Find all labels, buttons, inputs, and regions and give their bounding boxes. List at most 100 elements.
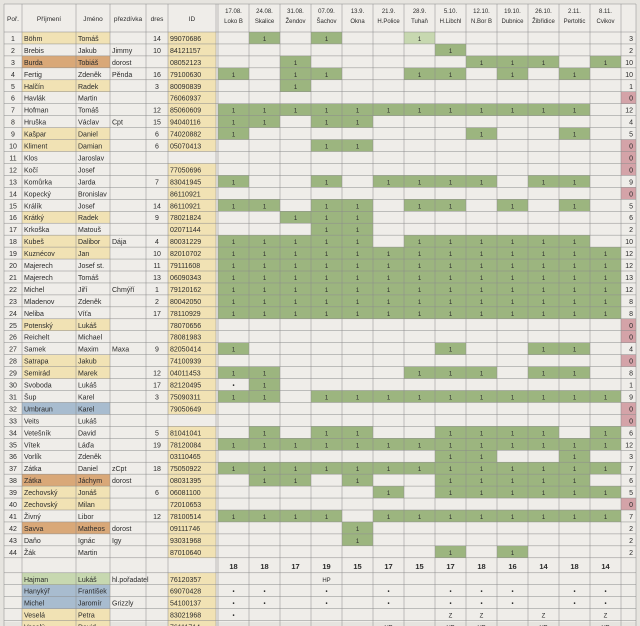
attended-cell <box>497 271 528 283</box>
row-number: 3 <box>11 60 15 67</box>
first-name: Jakub <box>78 48 97 55</box>
first-name: Tobiáš <box>78 60 99 67</box>
player-total: 6 <box>629 430 633 437</box>
player-total: 5 <box>629 490 633 497</box>
attended-cell <box>590 390 621 403</box>
player-total: 0 <box>629 323 633 330</box>
attended-cell <box>249 366 280 379</box>
match-place: Okna <box>350 19 365 25</box>
surname: Krkoška <box>24 227 49 234</box>
id-highlight <box>168 474 216 487</box>
row-number: 19 <box>9 251 17 258</box>
attendance-mark: 1 <box>604 264 608 270</box>
id-highlight <box>168 294 216 307</box>
nickname: dorost <box>112 526 132 533</box>
row-number: 43 <box>9 538 17 545</box>
attendance-mark: 1 <box>387 180 391 186</box>
attendance-mark: 1 <box>387 252 391 258</box>
row-number: 32 <box>9 406 17 413</box>
name-highlight <box>22 521 110 534</box>
match-total: 18 <box>260 562 268 571</box>
attendance-mark: 1 <box>573 372 577 378</box>
player-id: 75050922 <box>170 466 201 473</box>
attended-cell <box>404 294 435 307</box>
attended-cell <box>249 32 280 44</box>
table-row: 44 Žák Martin 87010640 1 1 2 <box>9 545 633 558</box>
jersey-number: 19 <box>153 442 161 449</box>
attendance-mark: 1 <box>449 264 453 270</box>
player-id: 93031968 <box>170 538 201 545</box>
attendance-mark: 1 <box>542 395 546 401</box>
attended-cell <box>559 67 590 80</box>
official-mark: • <box>387 590 389 596</box>
attendance-mark: 1 <box>449 515 453 521</box>
attendance-mark: 1 <box>511 240 515 246</box>
id-highlight <box>168 533 216 546</box>
attended-cell <box>559 342 590 355</box>
attendance-mark: 1 <box>356 395 360 401</box>
zero-total-cell <box>621 498 636 510</box>
attendance-mark: 1 <box>356 467 360 473</box>
column-header: Příjmení <box>37 16 61 23</box>
attendance-mark: 1 <box>232 133 236 139</box>
official-row: Hanykýř František 69070428 • • • • • • • • • <box>22 584 607 597</box>
id-highlight <box>168 187 216 200</box>
official-mark: • <box>480 590 482 596</box>
official-row: Michel Jaromír Grizzly 54100137 • • • • • • • • • <box>22 596 607 609</box>
table-row: 6 Havlák Martin 76060937 0 <box>11 91 636 104</box>
name-highlight <box>22 608 110 621</box>
attended-cell <box>249 510 280 522</box>
table-row: 15 Králík Josef 14 86110921 1 1 1 1 1 1 1 1 5 <box>9 199 633 212</box>
first-name: Lukáš <box>78 383 97 390</box>
attendance-mark: 1 <box>232 300 236 306</box>
jersey-number: 14 <box>153 203 161 210</box>
attendance-mark: 1 <box>604 312 608 318</box>
official-role: Grizzly <box>112 601 134 608</box>
table-row: 5 Halčín Radek 3 80090839 1 1 <box>11 79 633 92</box>
first-name: Zdeněk <box>78 72 102 79</box>
row-number: 31 <box>9 394 17 401</box>
attendance-mark: 1 <box>542 372 546 378</box>
attended-cell <box>249 103 280 116</box>
id-highlight <box>168 139 216 152</box>
player-total: 0 <box>629 144 633 151</box>
attendance-mark: 1 <box>449 551 453 557</box>
match-place: H.Libchl <box>440 19 462 25</box>
attended-cell <box>280 79 311 92</box>
attended-cell <box>311 426 342 439</box>
id-highlight <box>168 235 216 248</box>
attendance-mark: 1 <box>542 467 546 473</box>
player-total: 8 <box>629 299 633 306</box>
attendance-mark: 1 <box>573 288 577 294</box>
name-highlight <box>22 235 110 248</box>
attendance-mark: 1 <box>325 252 329 258</box>
attended-cell <box>280 247 311 260</box>
attended-cell <box>280 474 311 487</box>
first-name: Radek <box>78 215 99 222</box>
id-highlight <box>168 43 216 56</box>
attended-cell <box>342 247 373 260</box>
player-id: 94040116 <box>170 120 201 127</box>
attendance-mark: 1 <box>325 73 329 79</box>
attendance-mark: 1 <box>263 515 267 521</box>
attendance-mark: 1 <box>263 395 267 401</box>
attended-cell <box>590 271 621 283</box>
attended-cell <box>559 438 590 451</box>
attendance-mark: 1 <box>294 443 298 449</box>
id-highlight <box>168 498 216 510</box>
player-total: 3 <box>629 36 633 43</box>
attended-cell <box>466 282 497 295</box>
id-highlight <box>168 545 216 558</box>
attended-cell <box>342 199 373 212</box>
attended-cell <box>404 510 435 522</box>
attendance-mark: 1 <box>232 348 236 354</box>
surname: Havlák <box>24 96 46 103</box>
attended-cell <box>311 223 342 236</box>
attendance-mark: 1 <box>418 264 422 270</box>
attendance-mark: 1 <box>387 395 391 401</box>
first-name: Jáchym <box>78 478 102 485</box>
first-name: Jaroslav <box>78 155 105 162</box>
first-name: Tomáš <box>78 275 99 282</box>
attended-cell <box>590 306 621 319</box>
attended-cell <box>528 235 559 248</box>
